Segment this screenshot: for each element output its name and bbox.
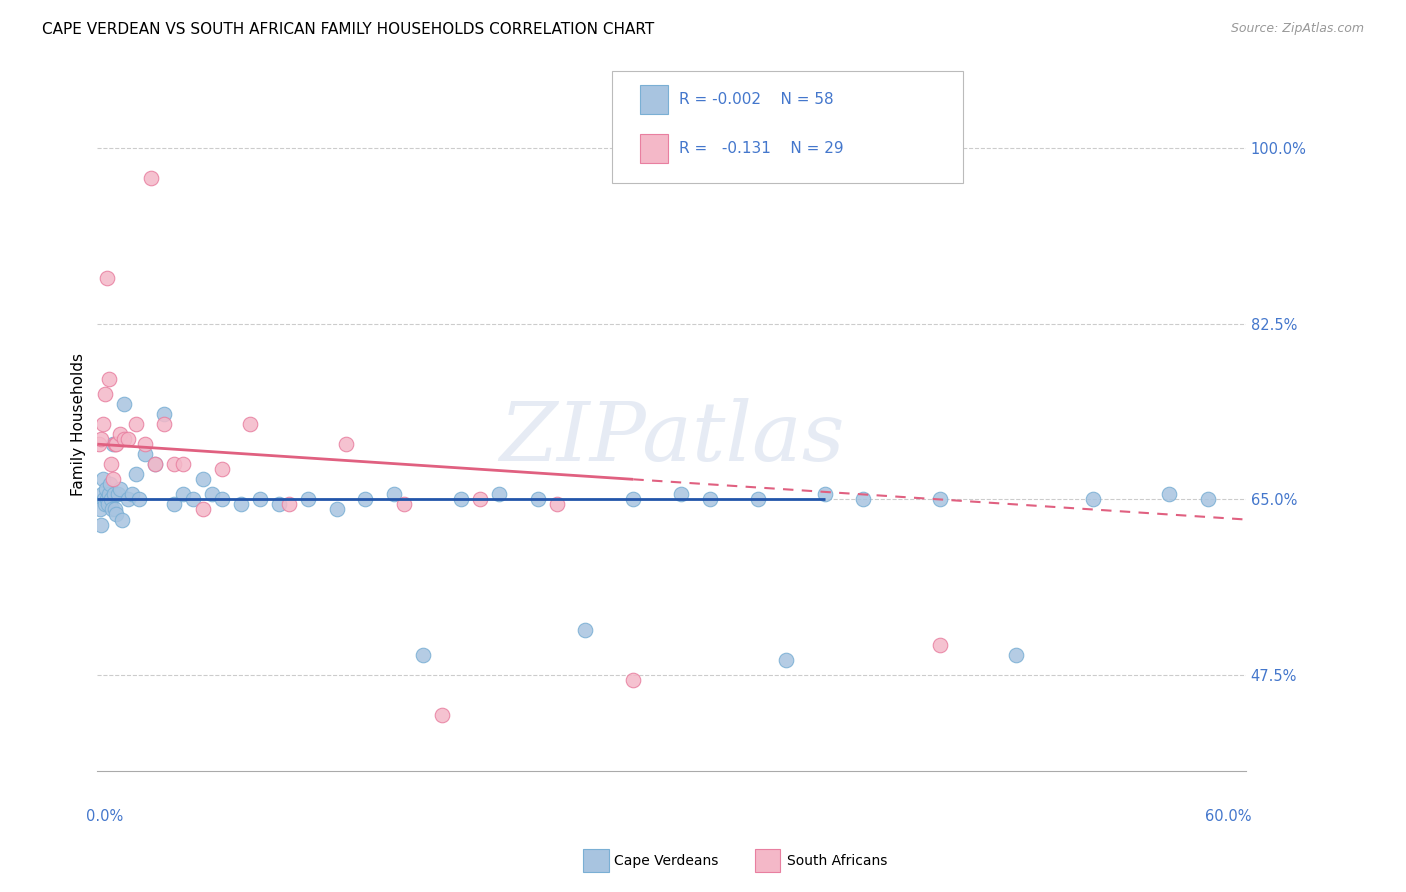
Point <box>1081 492 1104 507</box>
Point <box>153 407 176 421</box>
Point <box>621 492 644 507</box>
Point <box>117 432 139 446</box>
Point <box>139 170 162 185</box>
Point <box>143 457 166 471</box>
Point <box>181 492 204 507</box>
Point <box>747 492 769 507</box>
Point <box>297 492 319 507</box>
Point <box>93 492 115 507</box>
Point <box>354 492 377 507</box>
Point <box>110 483 132 497</box>
Point <box>211 492 233 507</box>
Text: R =   -0.131    N = 29: R = -0.131 N = 29 <box>679 141 844 156</box>
Point <box>1197 492 1219 507</box>
Point <box>1005 648 1028 662</box>
Point <box>101 437 124 451</box>
Text: CAPE VERDEAN VS SOUTH AFRICAN FAMILY HOUSEHOLDS CORRELATION CHART: CAPE VERDEAN VS SOUTH AFRICAN FAMILY HOU… <box>42 22 654 37</box>
Point <box>100 502 122 516</box>
Point <box>526 492 548 507</box>
Point <box>96 271 118 285</box>
Point <box>163 457 186 471</box>
Point <box>229 498 252 512</box>
Point <box>134 437 156 451</box>
Point <box>103 502 125 516</box>
Text: 0.0%: 0.0% <box>86 809 124 824</box>
Point <box>173 457 195 471</box>
Y-axis label: Family Households: Family Households <box>72 352 86 496</box>
Point <box>111 512 134 526</box>
Point <box>450 492 472 507</box>
Point <box>100 457 122 471</box>
Point <box>101 472 124 486</box>
Point <box>105 508 128 522</box>
Point <box>173 487 195 501</box>
Point <box>110 427 132 442</box>
Point <box>121 487 143 501</box>
Text: 60.0%: 60.0% <box>1205 809 1251 824</box>
Point <box>90 432 112 446</box>
Point <box>100 492 122 507</box>
Point <box>335 437 357 451</box>
Point <box>269 498 291 512</box>
Point <box>124 417 146 431</box>
Point <box>153 417 176 431</box>
Point <box>112 432 135 446</box>
Point <box>117 492 139 507</box>
Point <box>112 397 135 411</box>
Point <box>392 498 415 512</box>
Point <box>191 472 214 486</box>
Point <box>91 472 114 486</box>
Point <box>470 492 492 507</box>
Text: South Africans: South Africans <box>787 854 887 868</box>
Point <box>163 498 186 512</box>
Point <box>97 487 120 501</box>
Point <box>775 653 797 667</box>
Point <box>699 492 721 507</box>
Point <box>191 502 214 516</box>
Point <box>382 487 405 501</box>
Point <box>134 447 156 461</box>
Point <box>669 487 692 501</box>
Point <box>852 492 875 507</box>
Text: Cape Verdeans: Cape Verdeans <box>614 854 718 868</box>
Point <box>574 623 596 637</box>
Point <box>94 483 117 497</box>
Point <box>98 477 121 491</box>
Point <box>124 467 146 482</box>
Point <box>97 372 120 386</box>
Point <box>201 487 224 501</box>
Text: Source: ZipAtlas.com: Source: ZipAtlas.com <box>1230 22 1364 36</box>
Point <box>412 648 434 662</box>
Point <box>814 487 837 501</box>
Point <box>1159 487 1181 501</box>
Point <box>91 487 114 501</box>
Point <box>277 498 299 512</box>
Point <box>928 492 950 507</box>
Point <box>143 457 166 471</box>
Point <box>94 387 117 401</box>
Point <box>430 708 453 723</box>
Point <box>546 498 568 512</box>
Text: R = -0.002    N = 58: R = -0.002 N = 58 <box>679 92 834 107</box>
Point <box>96 492 118 507</box>
Point <box>97 498 120 512</box>
Point <box>249 492 271 507</box>
Point <box>89 437 111 451</box>
Point <box>91 417 114 431</box>
Point <box>94 498 117 512</box>
Text: ZIPatlas: ZIPatlas <box>499 398 845 478</box>
Point <box>103 487 125 501</box>
Point <box>488 487 510 501</box>
Point <box>128 492 150 507</box>
Point <box>107 487 129 501</box>
Point <box>90 517 112 532</box>
Point <box>89 502 111 516</box>
Point <box>239 417 262 431</box>
Point <box>105 437 128 451</box>
Point <box>103 437 125 451</box>
Point <box>621 673 644 688</box>
Point <box>928 638 950 652</box>
Point <box>211 462 233 476</box>
Point <box>325 502 347 516</box>
